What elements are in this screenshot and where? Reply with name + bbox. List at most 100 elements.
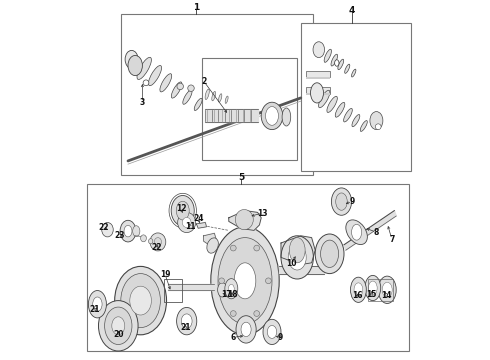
Ellipse shape [205,89,209,100]
Bar [306,71,330,77]
Ellipse shape [181,314,192,328]
Text: 14: 14 [381,292,392,300]
Polygon shape [281,236,315,265]
Ellipse shape [254,245,260,251]
Text: 17: 17 [221,290,232,299]
Text: 16: 16 [352,292,363,300]
Text: 5: 5 [238,173,245,182]
Ellipse shape [263,319,281,345]
Ellipse shape [137,57,151,80]
Ellipse shape [331,188,351,215]
Ellipse shape [150,233,166,251]
Ellipse shape [176,201,189,220]
Ellipse shape [176,307,197,335]
Ellipse shape [102,222,113,237]
Ellipse shape [218,238,272,324]
Ellipse shape [171,195,194,226]
Ellipse shape [266,107,278,125]
Ellipse shape [207,238,219,253]
Text: 11: 11 [185,222,196,231]
Ellipse shape [324,49,331,62]
Bar [301,23,411,171]
Ellipse shape [115,266,167,335]
Ellipse shape [124,225,132,237]
Ellipse shape [234,263,256,299]
Ellipse shape [331,54,338,66]
Ellipse shape [378,276,396,303]
Text: 21: 21 [180,323,191,332]
Ellipse shape [241,322,251,337]
Text: 2: 2 [201,77,206,86]
Bar [121,14,314,175]
Ellipse shape [335,102,345,117]
Ellipse shape [375,124,381,130]
Ellipse shape [335,60,339,66]
Ellipse shape [352,114,360,127]
Ellipse shape [266,278,271,284]
Ellipse shape [188,85,194,91]
Ellipse shape [172,82,182,98]
Ellipse shape [121,274,160,328]
Ellipse shape [315,234,344,274]
Ellipse shape [93,297,102,311]
Ellipse shape [336,193,347,210]
Text: 6: 6 [231,333,236,342]
Ellipse shape [133,226,140,237]
Ellipse shape [218,283,227,297]
Ellipse shape [177,83,183,90]
Ellipse shape [313,42,324,58]
Ellipse shape [346,220,368,244]
Ellipse shape [261,102,283,130]
Ellipse shape [160,74,172,92]
Polygon shape [344,211,396,250]
Text: 22: 22 [98,223,109,232]
Text: 15: 15 [367,290,377,299]
Text: 9: 9 [350,197,355,206]
Ellipse shape [289,238,305,263]
Text: 20: 20 [113,330,123,338]
Ellipse shape [194,98,202,111]
Ellipse shape [183,90,192,104]
Ellipse shape [351,69,356,77]
Ellipse shape [219,278,224,284]
Ellipse shape [343,108,352,122]
Text: 18: 18 [227,290,238,299]
Bar [87,184,409,351]
Ellipse shape [235,210,253,230]
Bar [368,279,393,301]
Bar [306,93,330,95]
Ellipse shape [236,316,256,343]
Ellipse shape [370,112,383,130]
Ellipse shape [351,224,362,240]
Ellipse shape [365,275,381,301]
Text: 23: 23 [115,231,125,240]
Ellipse shape [130,286,151,315]
Ellipse shape [125,50,138,68]
Ellipse shape [354,283,363,297]
Ellipse shape [254,311,260,316]
Bar [306,77,330,79]
Ellipse shape [178,212,196,233]
Ellipse shape [104,307,132,345]
Ellipse shape [88,291,106,318]
Polygon shape [229,211,261,230]
Bar [306,87,330,94]
Text: 3: 3 [140,98,145,107]
Text: 21: 21 [89,305,100,314]
Ellipse shape [288,245,306,270]
Ellipse shape [212,91,216,101]
Ellipse shape [318,90,330,108]
Ellipse shape [327,96,337,112]
Ellipse shape [148,66,162,86]
Text: 9: 9 [278,333,283,342]
Ellipse shape [281,236,314,279]
Ellipse shape [219,94,222,102]
Ellipse shape [128,55,143,76]
Text: 13: 13 [257,209,268,217]
Ellipse shape [228,284,234,293]
Text: 22: 22 [151,243,162,252]
Ellipse shape [320,240,339,267]
Ellipse shape [141,235,147,242]
Ellipse shape [344,64,350,73]
Ellipse shape [382,282,392,297]
